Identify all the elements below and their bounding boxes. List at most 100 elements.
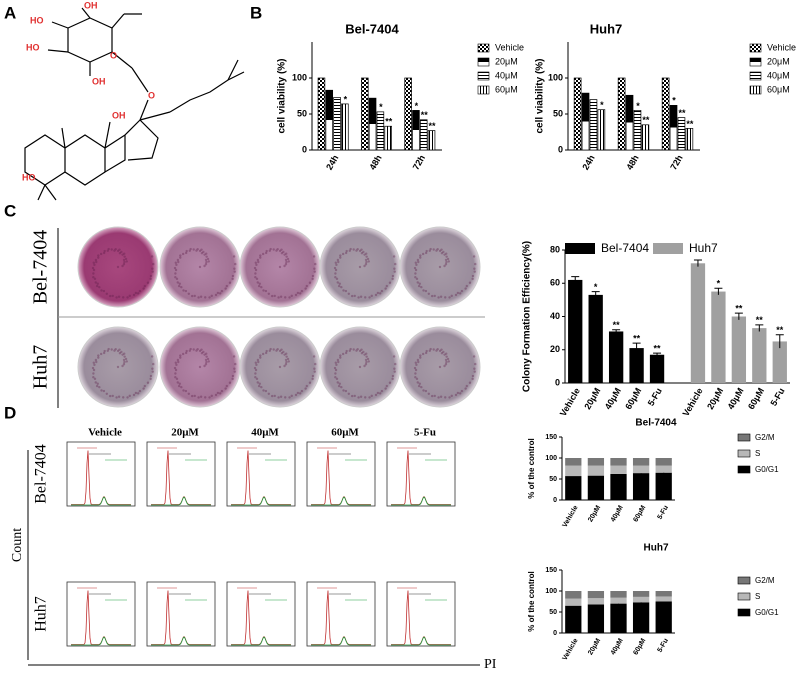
colony [121, 353, 124, 356]
colony [364, 263, 368, 266]
colony [336, 281, 339, 284]
colony [460, 389, 464, 393]
colony [464, 287, 467, 290]
x-tick-label: 60μM [746, 386, 766, 411]
colony [113, 249, 116, 252]
colony [465, 384, 468, 388]
colony [444, 263, 448, 266]
colony [433, 394, 436, 398]
colony [458, 292, 462, 295]
colony [364, 358, 368, 362]
colony [456, 391, 460, 395]
legend-label: S [755, 449, 760, 458]
colony [419, 356, 422, 359]
colony [419, 354, 422, 357]
legend-swatch [737, 592, 751, 601]
colony [100, 289, 103, 292]
colony [203, 353, 206, 356]
significance: * [600, 100, 604, 110]
legend-swatch [477, 43, 490, 53]
colony [174, 275, 177, 279]
panel-label: C [4, 201, 16, 220]
colony [447, 360, 450, 363]
colony [473, 267, 476, 270]
bar-segment [610, 603, 627, 633]
colony [437, 296, 440, 299]
bar [404, 77, 412, 151]
colony [134, 291, 138, 295]
colony [176, 258, 180, 262]
colony [111, 294, 114, 298]
colony [341, 252, 345, 256]
colony [374, 293, 378, 297]
colony [414, 372, 417, 375]
colony [458, 392, 462, 395]
colony [445, 255, 448, 258]
legend-swatch [737, 576, 751, 585]
colony [184, 351, 188, 355]
colony [276, 247, 279, 251]
colony [102, 251, 106, 255]
legend-label: G2/M [755, 576, 775, 585]
colony [285, 255, 288, 258]
colony [138, 389, 142, 393]
colony [92, 268, 96, 272]
colony [287, 260, 290, 263]
colony [193, 294, 196, 298]
colony [414, 361, 417, 364]
colony [385, 284, 388, 288]
colony [189, 347, 192, 351]
colony [277, 396, 280, 399]
colony [278, 349, 282, 353]
colony [126, 296, 129, 299]
colony [454, 293, 458, 297]
colony [471, 274, 475, 278]
colony [283, 364, 286, 368]
colony [93, 277, 97, 281]
colony [91, 266, 95, 270]
significance: ** [429, 121, 437, 131]
colony [203, 364, 206, 368]
bar-segment [632, 465, 650, 474]
colony [180, 285, 183, 289]
colony [286, 357, 290, 361]
colony [270, 294, 274, 298]
y-tick-label: 100 [548, 72, 563, 82]
colony [278, 365, 282, 369]
colony [344, 289, 348, 293]
colony [334, 361, 337, 364]
colony [339, 254, 342, 257]
colony [152, 262, 155, 266]
colony [298, 392, 302, 395]
colony [380, 389, 384, 393]
plate [77, 226, 159, 308]
colony [439, 395, 443, 398]
colony [365, 260, 368, 264]
colony [473, 370, 476, 373]
colony [228, 281, 232, 284]
y-tick-label: 50 [297, 108, 307, 118]
colony [92, 361, 95, 364]
colony [270, 394, 274, 398]
error-bar [734, 312, 743, 320]
colony [174, 375, 177, 379]
legend-label: 20μM [495, 56, 518, 66]
colony [204, 363, 208, 366]
colony [415, 377, 419, 381]
colony [93, 363, 96, 367]
bar [384, 125, 392, 151]
colony [437, 396, 440, 399]
colony [359, 395, 363, 398]
histogram-g2 [151, 636, 211, 646]
histogram-frame [306, 441, 376, 507]
colony [259, 254, 262, 257]
colony [427, 292, 430, 295]
plate-row-label: Huh7 [30, 345, 52, 389]
bar-segment [632, 602, 650, 633]
colony [353, 294, 356, 298]
significance: ** [421, 110, 429, 120]
colony [185, 349, 188, 353]
colony [218, 292, 222, 295]
y-axis-label: cell viability (%) [277, 58, 288, 133]
colony [197, 396, 200, 399]
